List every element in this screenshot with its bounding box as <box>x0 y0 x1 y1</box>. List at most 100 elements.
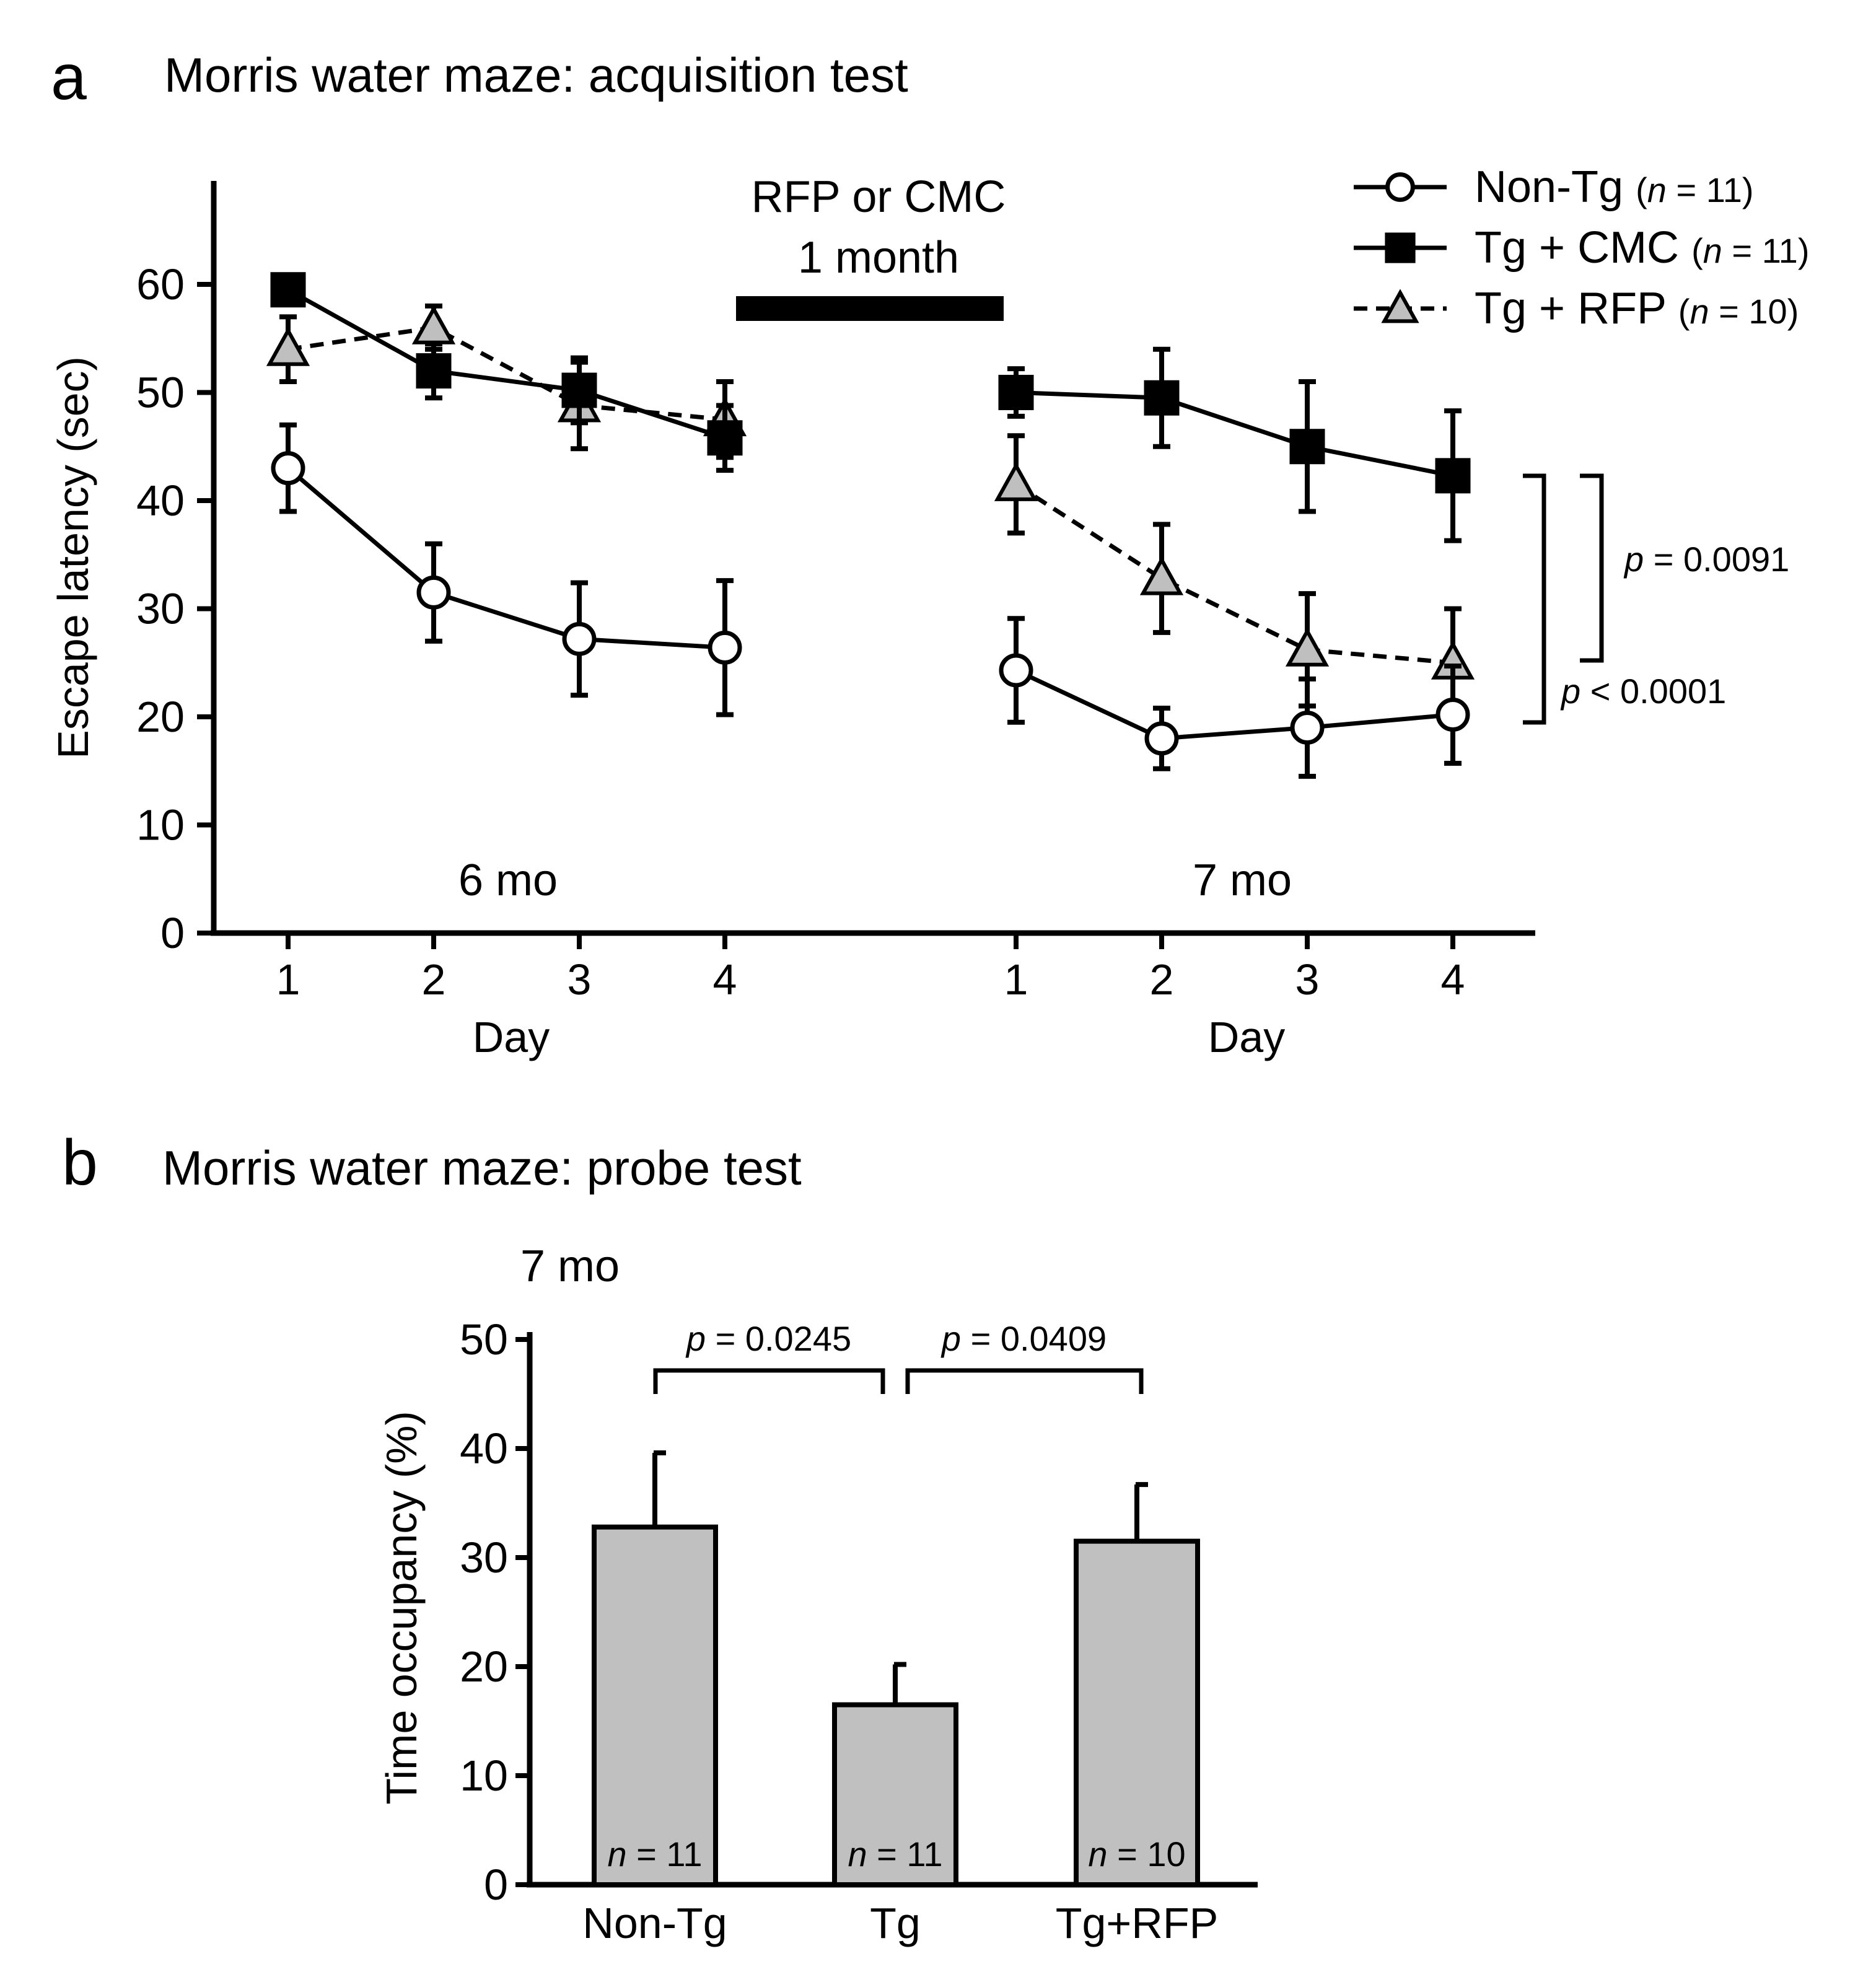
x-category-label: Non-Tg <box>582 1899 727 1947</box>
data-point <box>1435 698 1470 732</box>
data-point <box>1435 458 1471 494</box>
bracket-p-00245 <box>653 1368 885 1394</box>
panel-a-letter: a <box>51 42 87 113</box>
series-line <box>1015 668 1453 741</box>
panel-a-y-tick-label: 50 <box>136 369 185 417</box>
data-point <box>707 420 743 456</box>
panel-a-y-axis-label: Escape latency (sec) <box>49 356 97 759</box>
legend-marker <box>1385 172 1415 202</box>
panel-b-title: Morris water maze: probe test <box>162 1141 802 1195</box>
x-category-label: Tg+RFP <box>1056 1899 1219 1947</box>
panel-b-y-tick-label: 50 <box>460 1315 508 1364</box>
treatment-label-line2: 1 month <box>798 233 959 283</box>
panel-b-y-tick-label: 0 <box>484 1861 508 1909</box>
x-category-label: Tg <box>870 1899 921 1947</box>
stat-p-00091: p = 0.0091 <box>1623 540 1789 579</box>
series-line <box>287 287 726 441</box>
panel-a-series <box>266 272 1475 779</box>
panel-b-letter: b <box>62 1127 98 1199</box>
panel-a-x-tick-label: 4 <box>713 955 737 1004</box>
legend-label: Tg + CMC (n = 11) <box>1475 223 1809 273</box>
bar-n-label: n = 11 <box>607 1835 702 1874</box>
panel-b-y-tick-label: 20 <box>460 1642 508 1691</box>
legend-label: Tg + RFP (n = 10) <box>1475 284 1799 333</box>
panel-a-y-tick-label: 40 <box>136 476 185 525</box>
panel-b-y-tick-label: 10 <box>460 1751 508 1800</box>
legend-marker <box>1385 232 1416 263</box>
panel-b-significance <box>653 1368 1144 1394</box>
segment-label-6mo: 6 mo <box>458 856 558 905</box>
treatment-label-line1: RFP or CMC <box>752 172 1006 222</box>
panel-a-x-axis-label-right: Day <box>1208 1013 1285 1061</box>
series-line <box>286 466 725 650</box>
bar-group-non-tg: n = 11 Non-Tg <box>582 1450 727 1947</box>
panel-a-x-tick-label: 2 <box>422 955 446 1004</box>
panel-a-x-tick-label: 2 <box>1150 955 1174 1004</box>
data-point <box>1144 380 1180 416</box>
data-point <box>1289 429 1325 465</box>
panel-a-x-tick-label: 1 <box>1004 955 1028 1004</box>
bracket-p-00091 <box>1580 473 1604 663</box>
data-point <box>562 621 597 656</box>
panel-a-axes <box>211 181 1535 936</box>
panel-a-y-tick-label: 20 <box>136 693 185 741</box>
panel-a-y-tick-label: 10 <box>136 801 185 849</box>
series-line <box>287 325 725 422</box>
bracket-p-00409 <box>905 1368 1144 1394</box>
panel-b-y-tick-label: 30 <box>460 1533 508 1582</box>
bar <box>832 1702 958 1888</box>
panel-a-significance <box>1523 473 1604 725</box>
bar <box>592 1524 718 1887</box>
panel-b-subtitle: 7 mo <box>520 1242 620 1291</box>
panel-a-y-ticks: 0 10 20 30 40 50 60 <box>136 260 214 957</box>
panel-a-x-tick-label: 4 <box>1441 955 1465 1004</box>
panel-a-y-tick-label: 30 <box>136 585 185 633</box>
bar <box>1074 1538 1200 1888</box>
legend: Non-Tg (n = 11) Tg + CMC (n = 11) Tg + RFP… <box>1354 162 1809 333</box>
data-point <box>1290 710 1325 745</box>
stat-p-00001: p < 0.0001 <box>1560 672 1726 711</box>
bracket-p-00001 <box>1523 473 1546 725</box>
panel-a-x-ticks: 1 2 3 4 1 2 3 4 <box>276 933 1465 1004</box>
data-point <box>411 305 456 344</box>
panel-b-bars: n = 11 Non-Tg n = 11 Tg n = 10 Tg+RFP <box>582 1450 1219 1947</box>
panel-a-title: Morris water maze: acquisition test <box>164 48 908 102</box>
data-point <box>416 575 451 610</box>
panel-b-y-ticks: 0 10 20 30 40 50 <box>460 1315 530 1909</box>
legend-item: Tg + CMC (n = 11) <box>1354 223 1809 273</box>
stat-p-00245: p = 0.0245 <box>685 1319 851 1358</box>
series-non-tg <box>271 422 1470 779</box>
bar-n-label: n = 10 <box>1088 1835 1185 1874</box>
panel-a-x-tick-label: 3 <box>1295 955 1320 1004</box>
panel-a-x-tick-label: 1 <box>276 955 300 1004</box>
panel-b-y-axis-label: Time occupancy (%) <box>377 1411 426 1804</box>
data-point <box>266 327 310 366</box>
data-point <box>994 462 1038 501</box>
data-point <box>1139 556 1184 595</box>
data-point <box>999 653 1033 688</box>
legend-item: Tg + RFP (n = 10) <box>1354 284 1799 333</box>
panel-a-y-tick-label: 60 <box>136 260 185 309</box>
bar-n-label: n = 11 <box>848 1835 942 1874</box>
data-point <box>708 630 742 665</box>
legend-label: Non-Tg (n = 11) <box>1475 162 1754 212</box>
segment-label-7mo: 7 mo <box>1193 856 1292 905</box>
panel-b-y-tick-label: 40 <box>460 1424 508 1473</box>
series-line <box>1015 482 1453 665</box>
treatment-bar <box>736 296 1004 321</box>
bar-group-tg: n = 11 Tg <box>832 1662 958 1947</box>
data-point <box>561 372 597 408</box>
panel-a-x-tick-label: 3 <box>568 955 592 1004</box>
series-tg-cmc <box>270 272 1471 543</box>
data-point <box>271 451 305 486</box>
panel-a-x-axis-label-left: Day <box>473 1013 550 1061</box>
data-point <box>998 375 1034 410</box>
bar-group-tg-rfp: n = 10 Tg+RFP <box>1056 1482 1219 1947</box>
data-point <box>1144 721 1179 756</box>
legend-marker <box>1381 289 1419 323</box>
legend-item: Non-Tg (n = 11) <box>1354 162 1754 212</box>
series-line <box>1015 390 1453 478</box>
data-point <box>1285 627 1330 667</box>
panel-a-y-tick-label: 0 <box>160 909 185 957</box>
